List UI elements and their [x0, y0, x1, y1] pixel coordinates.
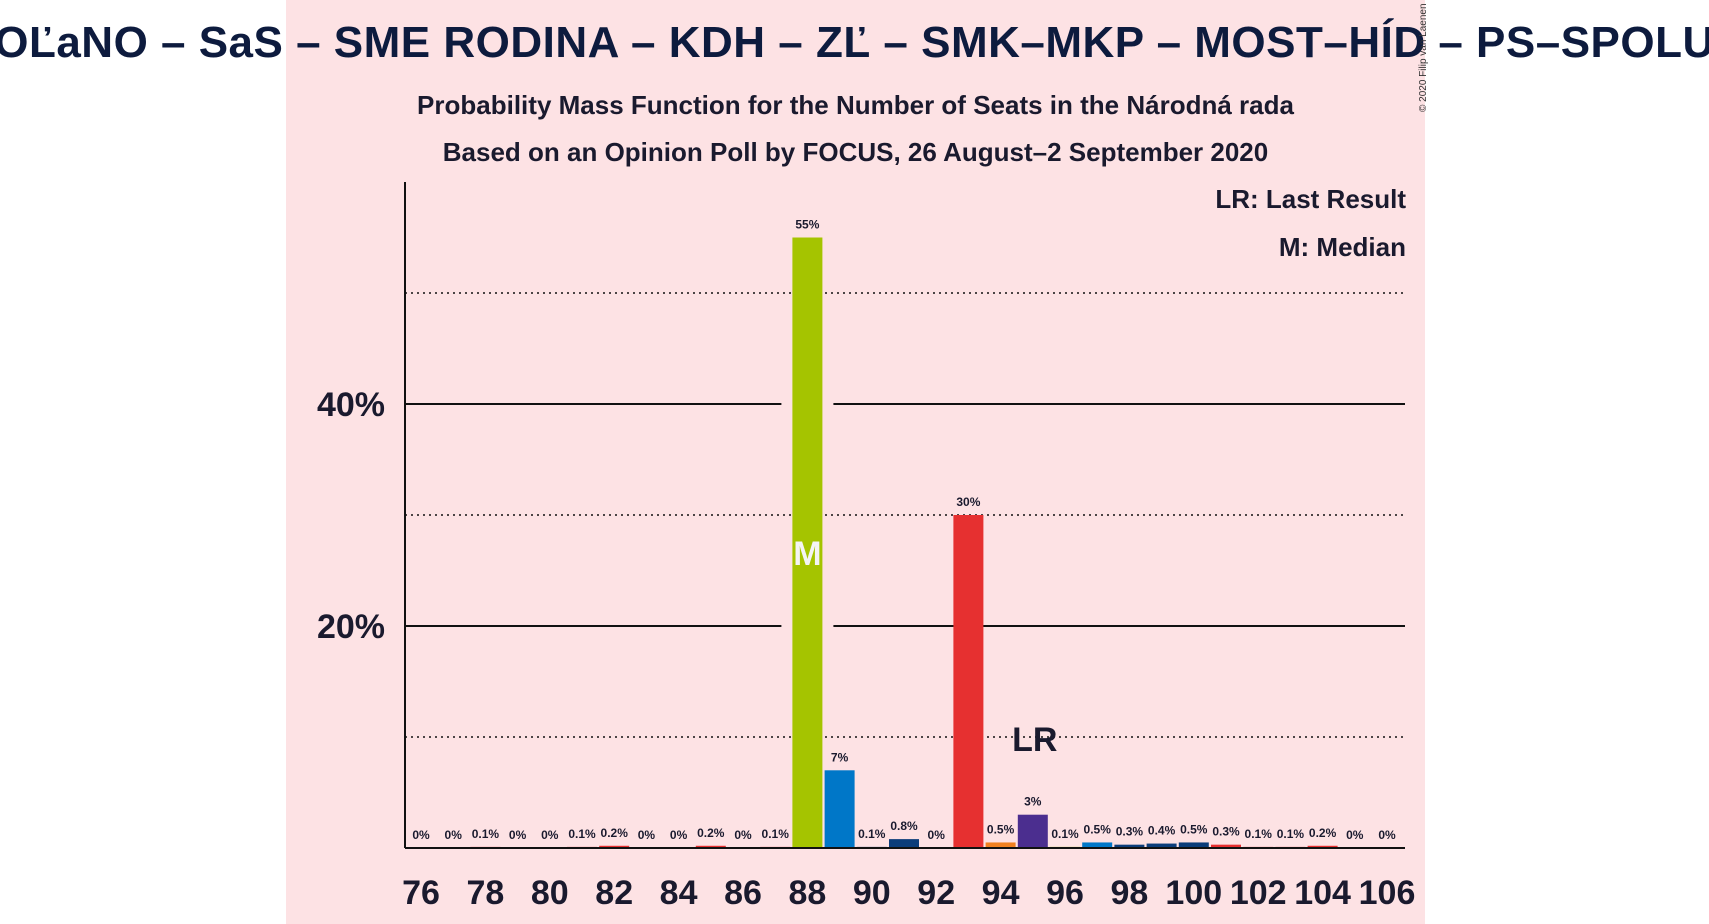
bar-value-label: 0.5%: [1180, 822, 1208, 836]
bar-value-label: 0.5%: [1084, 822, 1112, 836]
chart-title: OĽaNO – SaS – SME RODINA – KDH – ZĽ – SM…: [0, 18, 1709, 67]
bar-value-label: 0.1%: [1245, 827, 1273, 841]
bar-seat-100: [1178, 842, 1209, 848]
bar-seat-101: [1211, 844, 1241, 848]
bar-value-label: 0.1%: [858, 827, 886, 841]
bar-value-label: 0.4%: [1148, 824, 1176, 838]
bars: [470, 237, 1338, 848]
x-tick-label: 78: [466, 874, 504, 912]
bar-value-label: 0.1%: [472, 827, 500, 841]
axes: 20% 40% 76 78 80 82 84 86 88 90 92 94 96 98 100 102 104 1…: [317, 182, 1415, 912]
x-tick-label: 106: [1359, 874, 1416, 912]
bar-value-label: 0%: [412, 828, 430, 842]
bar-seat-82: [599, 845, 630, 848]
bar-value-label: 0.1%: [1051, 827, 1079, 841]
bar-value-label: 0%: [638, 828, 656, 842]
chart-subtitle: Probability Mass Function for the Number…: [417, 90, 1294, 120]
x-tick-label: 100: [1165, 874, 1222, 912]
x-tick-label: 82: [595, 874, 633, 912]
bar-value-label: 0.8%: [890, 819, 918, 833]
bar-value-label: 0.3%: [1212, 825, 1240, 839]
bar-value-label: 0.5%: [987, 822, 1015, 836]
bar-value-label: 0%: [1378, 828, 1396, 842]
x-tick-label: 96: [1046, 874, 1084, 912]
legend-median: M: Median: [1278, 232, 1406, 262]
median-marker: M: [793, 535, 821, 573]
bar-value-label: 55%: [795, 218, 819, 232]
bar-value-label: 0.2%: [697, 826, 725, 840]
bar-value-label: 0.3%: [1116, 825, 1144, 839]
bar-value-label: 0.1%: [568, 827, 596, 841]
bar-value-label: 3%: [1024, 795, 1042, 809]
bar-value-label: 0.2%: [601, 826, 629, 840]
bar-seat-93: [953, 515, 984, 848]
bar-seat-85: [695, 845, 726, 848]
x-tick-label: 90: [853, 874, 891, 912]
bar-value-label: 0%: [928, 828, 946, 842]
bar-value-label: 0%: [541, 828, 559, 842]
bar-seat-95: [1017, 814, 1048, 848]
x-tick-label: 80: [531, 874, 569, 912]
x-tick-label: 76: [402, 874, 440, 912]
bar-seat-94: [985, 842, 1016, 848]
x-tick-label: 88: [788, 874, 826, 912]
y-tick-label: 20%: [317, 608, 385, 646]
bar-value-label: 0%: [445, 828, 463, 842]
chart-background-panel: [286, 0, 1425, 924]
x-tick-label: 86: [724, 874, 762, 912]
last-result-marker: LR: [1012, 721, 1057, 759]
chart-source-subtitle: Based on an Opinion Poll by FOCUS, 26 Au…: [442, 137, 1269, 167]
bar-value-label: 0.1%: [762, 827, 790, 841]
bar-value-label: 0%: [509, 828, 527, 842]
bar-value-label: 0.2%: [1309, 826, 1337, 840]
bar-seat-89: [824, 770, 855, 848]
x-tick-label: 102: [1230, 874, 1287, 912]
bar-seat-98: [1114, 844, 1145, 848]
x-tick-label: 94: [982, 874, 1020, 912]
bar-seat-91: [889, 839, 919, 848]
x-tick-label: 92: [917, 874, 955, 912]
x-tick-label: 104: [1294, 874, 1351, 912]
bar-seat-88: [792, 237, 823, 848]
legend-last-result: LR: Last Result: [1215, 184, 1406, 214]
bar-seat-104: [1307, 845, 1338, 848]
x-tick-label: 84: [660, 874, 698, 912]
markers: M LR: [793, 535, 1057, 759]
bar-value-label: 0%: [734, 828, 752, 842]
bar-value-label: 7%: [831, 750, 849, 764]
bar-value-label: 30%: [956, 495, 980, 509]
bar-value-label: 0%: [1346, 828, 1364, 842]
gridlines: [405, 292, 1405, 738]
bar-value-label: 0.1%: [1277, 827, 1305, 841]
bar-value-label: 0%: [670, 828, 688, 842]
bar-seat-99: [1146, 843, 1177, 848]
bar-value-labels: 0% 0% 0.1% 0% 0% 0.1% 0.2% 0% 0% 0.2% 0% 0.1% 55% 7% 0…: [412, 218, 1396, 843]
bar-seat-97: [1082, 842, 1113, 848]
x-tick-label: 98: [1110, 874, 1148, 912]
y-tick-label: 40%: [317, 386, 385, 424]
